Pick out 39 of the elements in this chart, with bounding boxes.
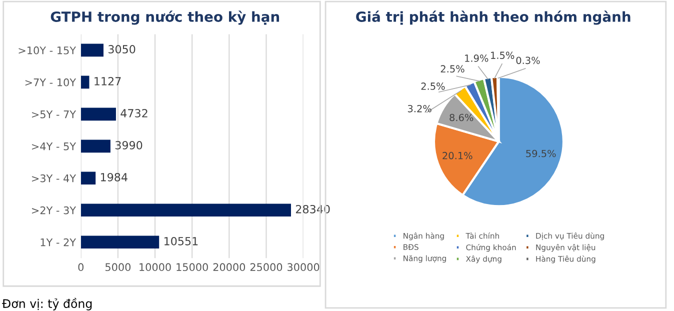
bar [80, 140, 110, 153]
data-label: 2.5% [421, 82, 445, 90]
data-label: 20.1% [442, 152, 472, 160]
y-tick-label: >4Y - 5Y [32, 142, 76, 150]
bar [80, 76, 90, 89]
data-label: 3050 [108, 45, 136, 54]
chart-title: Giá trị phát hành theo nhóm ngành [356, 10, 630, 25]
data-label: 3990 [115, 140, 142, 150]
y-tick-label: 1Y - 2Y [40, 238, 76, 246]
y-tick-label: >7Y - 10Y [25, 78, 76, 86]
x-tick-label: 5000 [106, 263, 131, 272]
x-tick-label: 25000 [250, 263, 282, 272]
bar [80, 204, 291, 217]
bar [80, 108, 116, 121]
y-tick-label: >2Y - 3Y [32, 206, 76, 214]
y-tick-label: >5Y - 7Y [32, 110, 76, 118]
bar [80, 44, 104, 57]
data-label: 0.3% [516, 56, 540, 64]
data-label: 1.5% [491, 52, 514, 59]
x-tick-label: 20000 [213, 263, 246, 272]
data-label: 10551 [164, 236, 198, 246]
data-label: 8.6% [450, 114, 474, 122]
text: Đơn vị: tỷ đồng [2, 298, 92, 310]
data-label: 2.5% [440, 65, 464, 73]
x-tick-label: 0 [78, 263, 84, 272]
x-tick-label: 10000 [140, 263, 171, 272]
x-tick-label: 15000 [176, 263, 208, 272]
bar [80, 236, 160, 249]
y-tick-label: >10Y - 15Y [18, 46, 76, 54]
data-label: 3.2% [408, 104, 432, 112]
chart-title: GTPH trong nước theo kỳ hạn [50, 10, 280, 25]
data-label: 1127 [94, 77, 121, 86]
x-tick-label: 30000 [288, 263, 320, 272]
data-label: 59.5% [526, 150, 556, 158]
data-label: 1.9% [465, 54, 488, 62]
y-tick-label: >3Y - 4Y [32, 174, 76, 182]
bar [80, 172, 96, 185]
data-label: 1984 [100, 172, 128, 182]
data-label: 4732 [120, 109, 148, 118]
